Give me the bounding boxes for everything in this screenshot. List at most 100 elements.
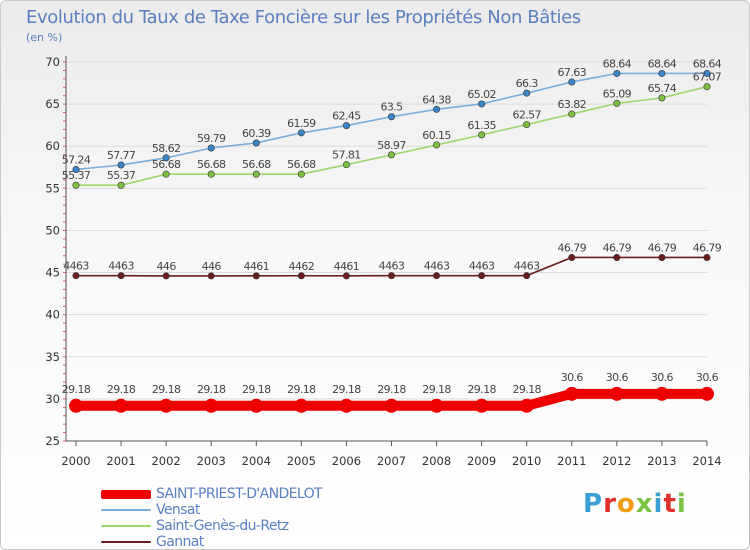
data-label: 4463: [63, 260, 89, 273]
legend-label: Vensat: [156, 502, 200, 518]
axes: 25 30 35 40 45 50 55 60 65 70 2000 2001 2002 2003 2004…: [45, 55, 721, 468]
logo-letter: i: [653, 489, 664, 519]
data-label: 29.18: [197, 383, 226, 396]
data-point: [342, 161, 350, 169]
y-tick-label: 25: [45, 434, 60, 448]
data-label: 57.77: [107, 149, 136, 162]
data-label: 56.68: [197, 158, 226, 171]
data-point: [478, 100, 486, 108]
data-point: [568, 78, 576, 86]
x-tick-label: 2005: [287, 454, 316, 468]
data-point: [519, 398, 534, 413]
data-label: 65.09: [603, 87, 632, 100]
data-label: 60.39: [242, 127, 271, 140]
data-point: [114, 398, 129, 413]
data-point: [162, 272, 170, 280]
x-tick-label: 2014: [692, 454, 721, 468]
data-label: 55.37: [107, 169, 136, 182]
data-point: [703, 83, 711, 91]
x-tick-label: 2011: [557, 454, 586, 468]
data-point: [523, 121, 531, 129]
data-point: [252, 170, 260, 178]
data-point: [294, 398, 309, 413]
y-tick-label: 65: [45, 97, 60, 111]
x-tick-label: 2012: [602, 454, 631, 468]
data-point: [72, 181, 80, 189]
data-label: 29.18: [287, 383, 316, 396]
data-point: [478, 272, 486, 280]
x-tick-label: 2013: [647, 454, 676, 468]
data-point: [342, 272, 350, 280]
data-label: 46.79: [648, 241, 677, 254]
data-point: [72, 272, 80, 280]
data-point: [568, 253, 576, 261]
data-label: 58.62: [152, 142, 181, 155]
legend: SAINT-PRIEST-D'ANDELOT Vensat Saint-Genès-…: [101, 486, 361, 550]
x-tick-label: 2000: [61, 454, 90, 468]
y-tick-label: 40: [45, 308, 60, 322]
data-point: [339, 398, 354, 413]
data-point: [613, 69, 621, 77]
legend-swatch: [101, 541, 151, 543]
data-label: 56.68: [242, 158, 271, 171]
data-point: [162, 170, 170, 178]
data-label: 30.6: [651, 371, 674, 384]
data-label: 63.82: [558, 98, 587, 111]
data-point: [564, 386, 579, 401]
y-tick-label: 35: [45, 350, 60, 364]
legend-item: Saint-Genès-du-Retz: [101, 518, 361, 534]
data-point: [658, 69, 666, 77]
x-tick-label: 2008: [422, 454, 451, 468]
data-point: [207, 272, 215, 280]
data-point: [429, 398, 444, 413]
y-tick-label: 60: [45, 139, 60, 153]
grid-lines: [66, 61, 707, 400]
data-point: [609, 386, 624, 401]
data-label: 29.18: [377, 383, 406, 396]
data-label: 29.18: [242, 383, 271, 396]
data-label: 4463: [469, 260, 495, 273]
data-point: [117, 272, 125, 280]
proxiti-logo: Proxiti: [583, 489, 687, 519]
data-point: [699, 386, 714, 401]
logo-letter: o: [616, 489, 636, 519]
data-label: 4463: [379, 260, 405, 273]
series-lines: [69, 69, 714, 413]
data-point: [252, 272, 260, 280]
x-tick-label: 2010: [512, 454, 541, 468]
data-label: 55.37: [62, 169, 91, 182]
data-label: 67.63: [558, 66, 587, 79]
legend-swatch: [101, 509, 151, 511]
data-point: [613, 99, 621, 107]
data-point: [249, 398, 264, 413]
data-point: [117, 161, 125, 169]
data-label: 29.18: [422, 383, 451, 396]
x-tick-label: 2009: [467, 454, 496, 468]
data-label: 59.79: [197, 132, 226, 145]
data-label: 46.79: [603, 241, 632, 254]
data-point: [342, 122, 350, 130]
x-tick-label: 2001: [106, 454, 135, 468]
data-label: 30.6: [606, 371, 629, 384]
data-label: 68.64: [693, 57, 722, 70]
data-point: [159, 398, 174, 413]
data-label: 29.18: [62, 383, 91, 396]
data-label: 56.68: [287, 158, 316, 171]
data-point: [658, 253, 666, 261]
logo-letter: t: [663, 489, 677, 519]
data-label: 29.18: [467, 383, 496, 396]
legend-item: SAINT-PRIEST-D'ANDELOT: [101, 486, 361, 502]
data-label: 57.81: [332, 149, 361, 162]
x-tick-label: 2007: [377, 454, 406, 468]
data-point: [433, 105, 441, 113]
chart-title: Evolution du Taux de Taxe Foncière sur l…: [26, 7, 581, 28]
data-label: 46.79: [693, 241, 722, 254]
data-point: [387, 151, 395, 159]
data-point: [204, 398, 219, 413]
data-point: [703, 69, 711, 77]
data-label: 30.6: [696, 371, 719, 384]
data-label: 65.74: [648, 82, 677, 95]
data-point: [478, 131, 486, 139]
